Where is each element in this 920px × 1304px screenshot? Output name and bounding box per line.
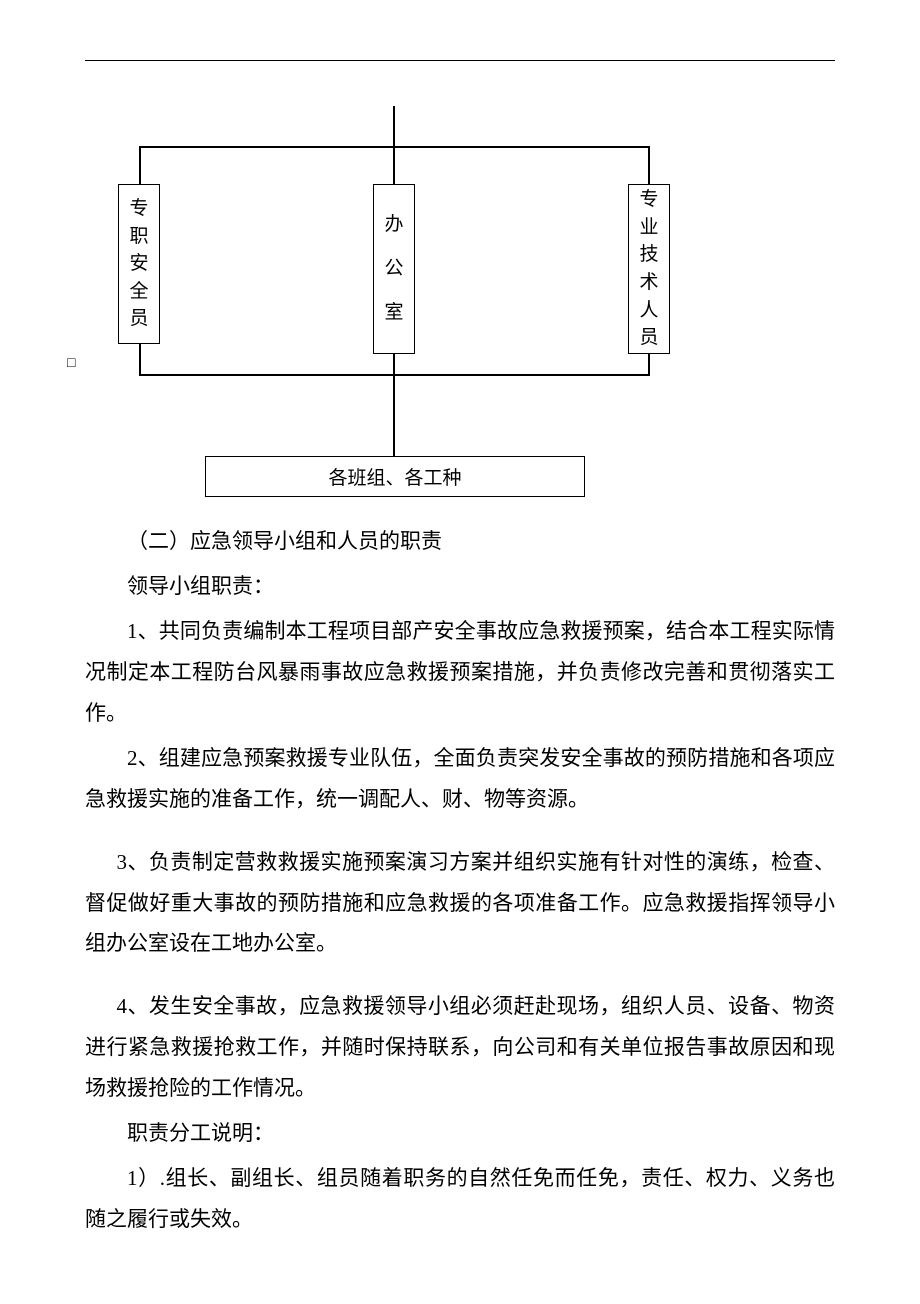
paragraph-4: 4、发生安全事故，应急救援领导小组必须赶赴现场，组织人员、设备、物资进行紧急救援…	[85, 986, 835, 1109]
connector-top-stem	[393, 106, 395, 146]
connector-drop-center	[393, 146, 395, 184]
duty-title: 职责分工说明：	[85, 1113, 835, 1154]
connector-lower-center	[393, 354, 395, 374]
decorative-square-marker: □	[67, 356, 75, 372]
top-horizontal-rule	[85, 60, 835, 61]
org-node-safety-officer: 专职安全员	[118, 184, 160, 344]
connector-drop-left	[139, 146, 141, 184]
connector-lower-right	[648, 354, 650, 374]
paragraph-3: 3、负责制定营救救援实施预案演习方案并组织实施有针对性的演练，检查、督促做好重大…	[85, 842, 835, 965]
org-node-office: 办公室	[373, 184, 415, 354]
duty-item-1: 1）.组长、副组长、组员随着职务的自然任免而任免，责任、权力、义务也随之履行或失…	[85, 1158, 835, 1240]
connector-lower-hbar	[139, 374, 650, 376]
org-node-label: 专业技术人员	[639, 186, 658, 351]
lead-title: 领导小组职责：	[85, 566, 835, 607]
paragraph-2: 2、组建应急预案救援专业队伍，全面负责突发安全事故的预防措施和各项应急救援实施的…	[85, 738, 835, 820]
connector-bottom-stem	[393, 374, 395, 456]
document-body: （二）应急领导小组和人员的职责 领导小组职责： 1、共同负责编制本工程项目部产安…	[85, 521, 835, 1240]
org-node-label: 办公室	[384, 203, 403, 334]
section-heading: （二）应急领导小组和人员的职责	[85, 521, 835, 562]
connector-drop-right	[648, 146, 650, 184]
org-node-technical-staff: 专业技术人员	[628, 184, 670, 354]
connector-lower-left	[139, 344, 141, 374]
org-node-teams: 各班组、各工种	[205, 456, 585, 497]
page-container: 专职安全员 办公室 专业技术人员 各班组、各工种 □ （二）应急领导小组和人员的…	[0, 0, 920, 1304]
paragraph-1: 1、共同负责编制本工程项目部产安全事故应急救援预案，结合本工程实际情况制定本工程…	[85, 611, 835, 734]
org-chart-diagram: 专职安全员 办公室 专业技术人员 各班组、各工种 □	[85, 106, 835, 491]
org-node-label: 各班组、各工种	[328, 468, 461, 489]
org-node-label: 专职安全员	[129, 195, 148, 333]
